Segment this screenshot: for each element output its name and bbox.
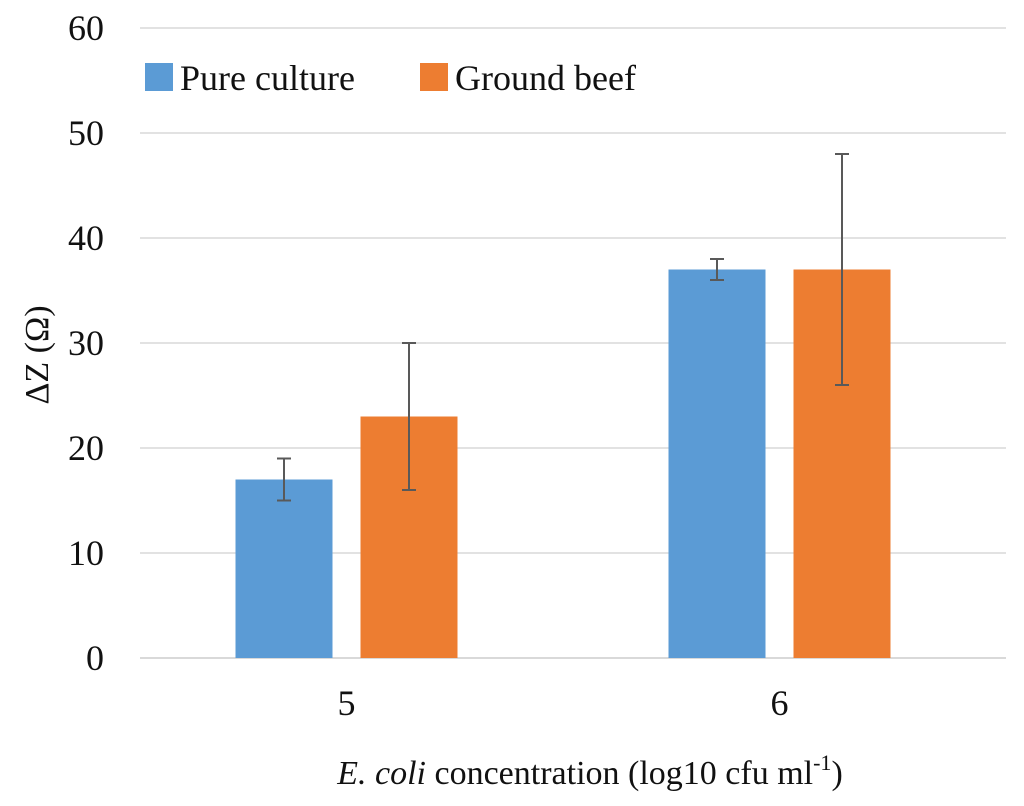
error-bars bbox=[277, 153, 849, 502]
y-axis-ticks: 0 10 20 30 40 50 60 bbox=[68, 8, 104, 678]
x-axis-title-superscript: -1 bbox=[813, 750, 831, 775]
y-tick-label: 10 bbox=[68, 533, 104, 573]
error-bar bbox=[710, 258, 724, 281]
y-axis-title: ΔZ (Ω) bbox=[19, 305, 56, 404]
error-bar bbox=[402, 342, 416, 491]
y-tick-label: 0 bbox=[86, 638, 104, 678]
bars bbox=[235, 269, 891, 658]
legend-label-pure-culture: Pure culture bbox=[180, 58, 355, 98]
y-tick-label: 20 bbox=[68, 428, 104, 468]
bar-pure-culture-5 bbox=[235, 479, 333, 658]
x-axis-title-close: ) bbox=[831, 755, 842, 792]
y-tick-label: 40 bbox=[68, 218, 104, 258]
bar-pure-culture-6 bbox=[668, 269, 766, 658]
x-tick-label: 6 bbox=[771, 683, 789, 723]
y-tick-label: 50 bbox=[68, 113, 104, 153]
x-tick-label: 5 bbox=[338, 683, 356, 723]
legend: Pure culture Ground beef bbox=[145, 58, 636, 98]
y-tick-label: 30 bbox=[68, 323, 104, 363]
legend-swatch-pure-culture bbox=[145, 63, 173, 91]
x-axis-title-italic: E. coli bbox=[336, 755, 426, 792]
x-axis-title: E. coli concentration (log10 cfu ml-1) bbox=[336, 750, 843, 792]
x-axis-title-main: concentration (log10 cfu ml bbox=[426, 755, 813, 792]
legend-swatch-ground-beef bbox=[420, 63, 448, 91]
error-bar bbox=[835, 153, 849, 386]
legend-label-ground-beef: Ground beef bbox=[455, 58, 636, 98]
y-tick-label: 60 bbox=[68, 8, 104, 48]
error-bar bbox=[277, 457, 291, 502]
